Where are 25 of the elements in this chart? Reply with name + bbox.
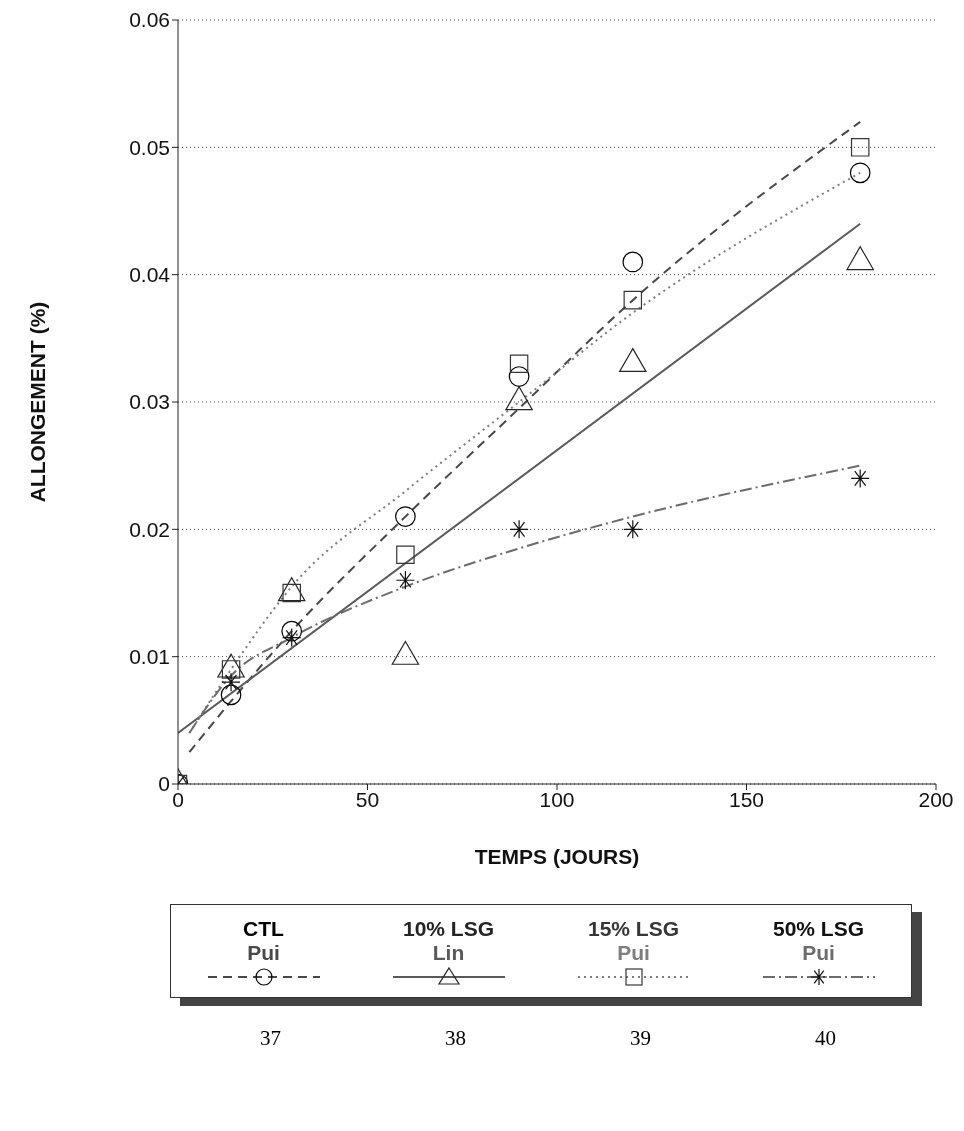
y-tick-label: 0.04 [129, 263, 171, 287]
text: Pui [802, 941, 835, 965]
y-tick-label: 0.02 [129, 517, 170, 541]
y-tick-label: 0.01 [129, 645, 170, 669]
text: Lin [432, 941, 465, 965]
text: 38 [444, 1026, 467, 1051]
text: Pui [247, 941, 280, 965]
text: 15% LSG [587, 917, 680, 941]
x-axis-title: TEMPS (JOURS) [474, 845, 640, 868]
y-axis-title: ALLONGEMENT (%) [26, 301, 50, 503]
text: 37 [259, 1026, 282, 1051]
y-tick-label: 0.06 [129, 8, 170, 32]
text: 39 [629, 1026, 652, 1051]
x-tick-label: 100 [539, 787, 575, 811]
text: CTL [243, 917, 284, 941]
text: Pui [617, 941, 650, 965]
x-tick-label: 150 [728, 787, 765, 811]
x-tick-label: 200 [918, 787, 954, 811]
y-tick-label: 0.03 [129, 390, 170, 414]
y-tick-label: 0.05 [129, 135, 170, 159]
text: 40 [814, 1026, 837, 1051]
text: 10% LSG [402, 917, 495, 941]
text: 50% LSG [772, 917, 865, 941]
x-tick-label: 50 [355, 787, 380, 811]
y-tick-label: 0 [158, 772, 170, 796]
